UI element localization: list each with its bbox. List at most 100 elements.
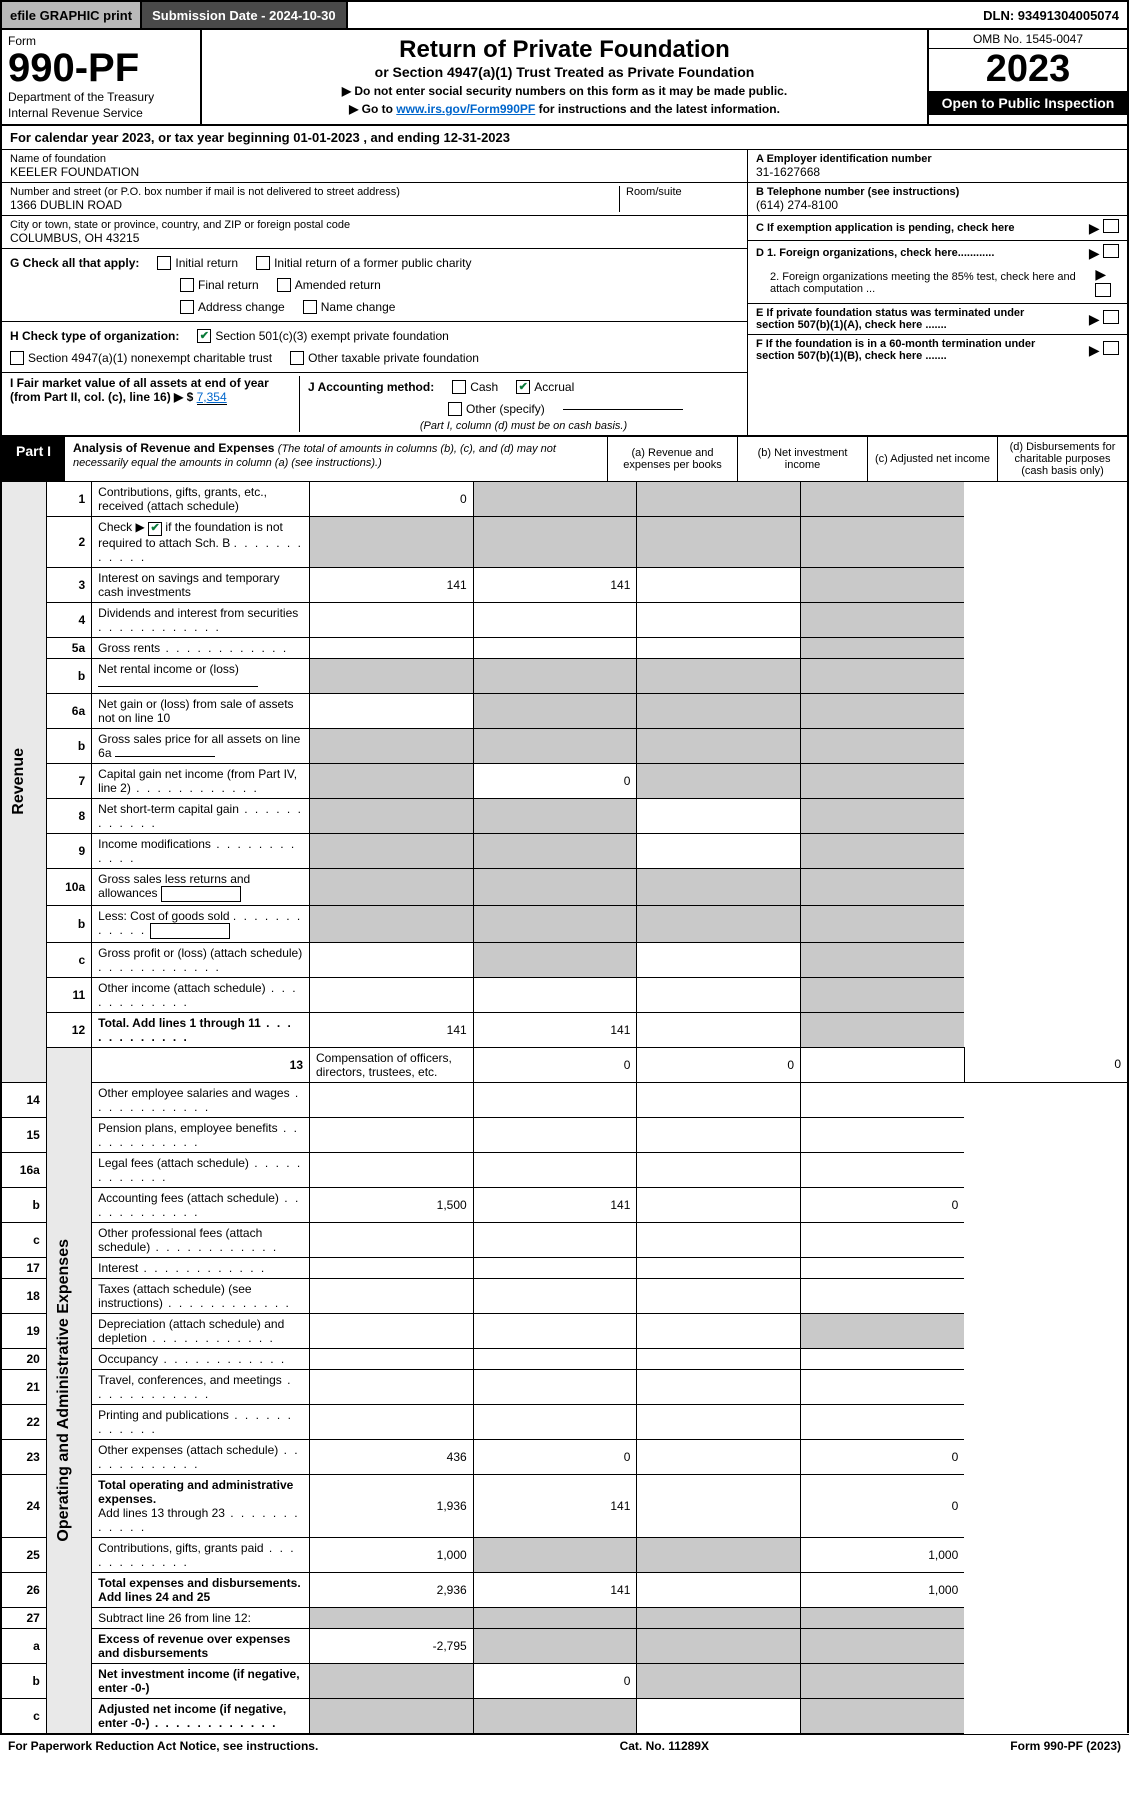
- l27a-a: -2,795: [310, 1628, 474, 1663]
- ein-label: A Employer identification number: [756, 153, 1119, 165]
- h-opt-3: Other taxable private foundation: [308, 351, 479, 365]
- g-opt-4: Address change: [198, 300, 285, 314]
- c-chk[interactable]: [1103, 219, 1119, 233]
- name-change-chk[interactable]: [303, 300, 317, 314]
- h-label: H Check type of organization:: [10, 329, 179, 343]
- expenses-side: Operating and Administrative Expenses: [53, 1229, 75, 1552]
- l24-a: 1,936: [310, 1474, 474, 1537]
- line-8: Net short-term capital gain: [92, 798, 310, 833]
- line-16c: Other professional fees (attach schedule…: [92, 1222, 310, 1257]
- l7-b: 0: [473, 763, 637, 798]
- line-21: Travel, conferences, and meetings: [92, 1369, 310, 1404]
- d1-chk[interactable]: [1103, 244, 1119, 258]
- fmv-value[interactable]: 7,354: [197, 390, 227, 405]
- entity-info: Name of foundation KEELER FOUNDATION Num…: [0, 150, 1129, 437]
- f-label: F If the foundation is in a 60-month ter…: [756, 338, 1056, 362]
- line-4: Dividends and interest from securities: [92, 602, 310, 637]
- l13-b: 0: [637, 1047, 801, 1082]
- footer-right: Form 990-PF (2023): [1010, 1739, 1121, 1753]
- c-label: C If exemption application is pending, c…: [756, 222, 1015, 234]
- line-25: Contributions, gifts, grants paid: [92, 1537, 310, 1572]
- tel-value: (614) 274-8100: [756, 198, 1119, 212]
- line-2: Check ▶ if the foundation is not require…: [92, 517, 310, 568]
- initial-former-chk[interactable]: [256, 256, 270, 270]
- irs-link[interactable]: www.irs.gov/Form990PF: [396, 102, 535, 116]
- j-label: J Accounting method:: [308, 380, 434, 394]
- irs-label: Internal Revenue Service: [8, 106, 194, 120]
- line-24: Total operating and administrative expen…: [92, 1474, 310, 1537]
- l3-a: 141: [310, 567, 474, 602]
- form-number: 990-PF: [8, 48, 194, 88]
- col-b-hdr: (b) Net investment income: [737, 437, 867, 481]
- tax-year: 2023: [929, 49, 1127, 91]
- line-15: Pension plans, employee benefits: [92, 1117, 310, 1152]
- open-inspection: Open to Public Inspection: [929, 91, 1127, 115]
- col-c-hdr: (c) Adjusted net income: [867, 437, 997, 481]
- line-10c: Gross profit or (loss) (attach schedule): [92, 942, 310, 977]
- page-footer: For Paperwork Reduction Act Notice, see …: [0, 1734, 1129, 1757]
- accrual-chk[interactable]: [516, 380, 530, 394]
- l16b-a: 1,500: [310, 1187, 474, 1222]
- final-return-chk[interactable]: [180, 278, 194, 292]
- line-12: Total. Add lines 1 through 11: [92, 1012, 310, 1047]
- j-cash: Cash: [470, 380, 498, 394]
- part1-table: Revenue 1Contributions, gifts, grants, e…: [0, 482, 1129, 1734]
- street-address: 1366 DUBLIN ROAD: [10, 198, 619, 212]
- cash-chk[interactable]: [452, 380, 466, 394]
- l16b-d: 0: [801, 1187, 965, 1222]
- l3-b: 141: [473, 567, 637, 602]
- l26-b: 141: [473, 1572, 637, 1607]
- l13-d: 0: [964, 1047, 1128, 1082]
- dept-treasury: Department of the Treasury: [8, 90, 194, 104]
- e-chk[interactable]: [1103, 310, 1119, 324]
- address-change-chk[interactable]: [180, 300, 194, 314]
- j-note: (Part I, column (d) must be on cash basi…: [308, 420, 739, 432]
- efile-label: efile GRAPHIC print: [2, 2, 142, 28]
- f-chk[interactable]: [1103, 341, 1119, 355]
- l27b-b: 0: [473, 1663, 637, 1698]
- dln: DLN: 93491304005074: [975, 4, 1127, 27]
- l1-a: 0: [310, 482, 474, 517]
- line-6a: Net gain or (loss) from sale of assets n…: [92, 693, 310, 728]
- d2-chk[interactable]: [1095, 283, 1111, 297]
- 4947a1-chk[interactable]: [10, 351, 24, 365]
- amended-return-chk[interactable]: [277, 278, 291, 292]
- addr-label: Number and street (or P.O. box number if…: [10, 186, 619, 198]
- line-17: Interest: [92, 1257, 310, 1278]
- part1-header: Part I Analysis of Revenue and Expenses …: [0, 437, 1129, 482]
- revenue-side: Revenue: [8, 738, 30, 825]
- i-label: I Fair market value of all assets at end…: [10, 376, 269, 404]
- form-subtitle: or Section 4947(a)(1) Trust Treated as P…: [212, 64, 917, 80]
- line-27b: Net investment income (if negative, ente…: [92, 1663, 310, 1698]
- d1-label: D 1. Foreign organizations, check here..…: [756, 247, 994, 259]
- line-23: Other expenses (attach schedule): [92, 1439, 310, 1474]
- l16b-b: 141: [473, 1187, 637, 1222]
- schb-chk[interactable]: [148, 522, 162, 536]
- g-opt-2: Final return: [198, 278, 259, 292]
- footer-mid: Cat. No. 11289X: [620, 1739, 709, 1753]
- line-19: Depreciation (attach schedule) and deple…: [92, 1313, 310, 1348]
- j-other: Other (specify): [466, 402, 545, 416]
- city-label: City or town, state or province, country…: [10, 219, 739, 231]
- l24-d: 0: [801, 1474, 965, 1537]
- room-label: Room/suite: [626, 186, 739, 198]
- line-22: Printing and publications: [92, 1404, 310, 1439]
- instr-pre: ▶ Go to: [349, 102, 396, 116]
- name-label: Name of foundation: [10, 153, 739, 165]
- submission-date: Submission Date - 2024-10-30: [142, 2, 348, 28]
- other-taxable-chk[interactable]: [290, 351, 304, 365]
- l25-d: 1,000: [801, 1537, 965, 1572]
- 501c3-chk[interactable]: [197, 329, 211, 343]
- line-6b: Gross sales price for all assets on line…: [92, 728, 310, 763]
- line-7: Capital gain net income (from Part IV, l…: [92, 763, 310, 798]
- line-14: Other employee salaries and wages: [92, 1082, 310, 1117]
- l25-a: 1,000: [310, 1537, 474, 1572]
- l12-b: 141: [473, 1012, 637, 1047]
- line-26: Total expenses and disbursements. Add li…: [92, 1572, 310, 1607]
- line-10b: Less: Cost of goods sold: [92, 905, 310, 942]
- line-18: Taxes (attach schedule) (see instruction…: [92, 1278, 310, 1313]
- h-opt-1: Section 501(c)(3) exempt private foundat…: [215, 329, 448, 343]
- initial-return-chk[interactable]: [157, 256, 171, 270]
- other-method-chk[interactable]: [448, 402, 462, 416]
- footer-left: For Paperwork Reduction Act Notice, see …: [8, 1739, 318, 1753]
